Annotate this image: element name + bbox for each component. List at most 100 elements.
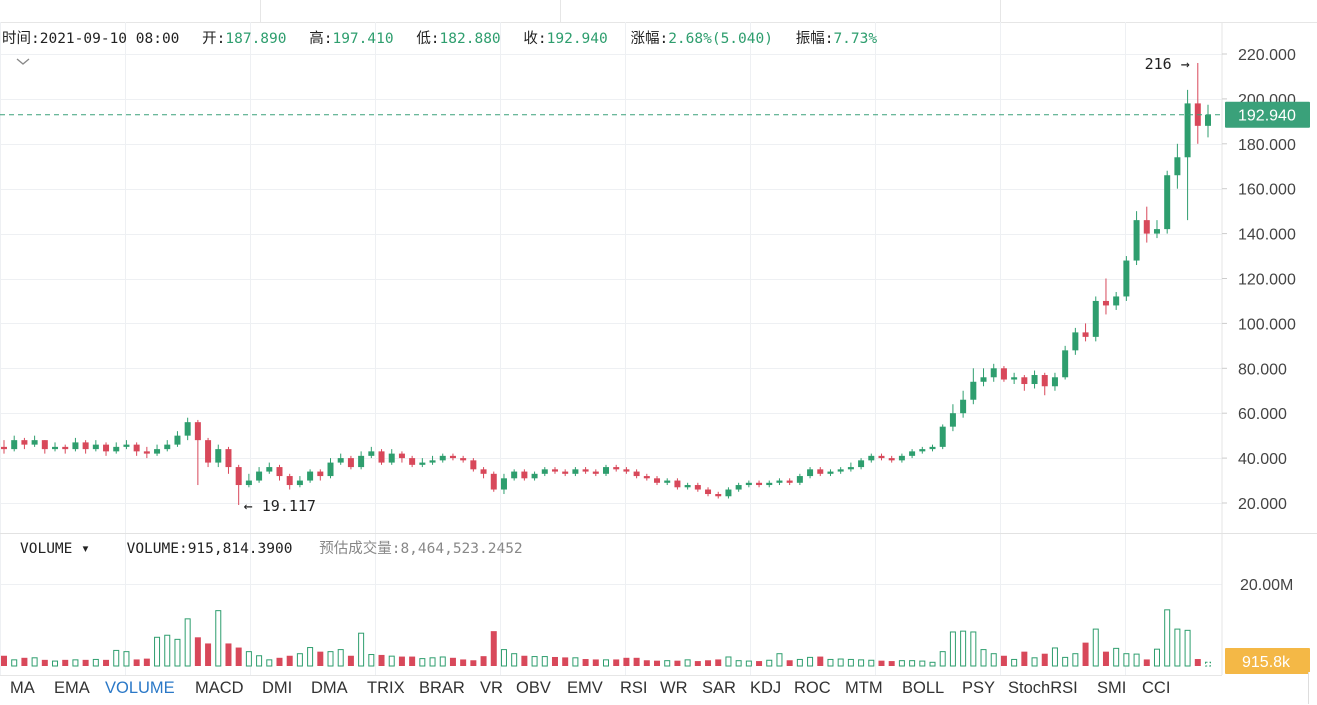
indicator-tab-vr[interactable]: VR	[480, 679, 503, 697]
indicator-tab-trix[interactable]: TRIX	[367, 679, 405, 697]
candle-body	[184, 422, 191, 436]
candle	[398, 451, 405, 463]
chevron-down-icon	[16, 58, 30, 65]
volume-bar	[215, 610, 222, 667]
volume-bar	[572, 657, 579, 667]
scrollbar-edge[interactable]	[1308, 672, 1317, 704]
candle	[1051, 372, 1058, 391]
indicator-tab-brar[interactable]: BRAR	[419, 679, 465, 697]
volume-bar	[776, 653, 783, 667]
candle	[1011, 372, 1018, 385]
candle	[786, 478, 793, 486]
indicator-tab-ema[interactable]: EMA	[54, 679, 90, 697]
indicator-tab-psy[interactable]: PSY	[962, 679, 996, 697]
volume-axis: 20.00M 915.8k	[1225, 577, 1310, 674]
candle-body	[562, 471, 569, 474]
indicator-tab-sar[interactable]: SAR	[702, 679, 736, 697]
volume-bar	[378, 654, 385, 666]
time-value: 2021-09-10 08:00	[39, 31, 180, 47]
volume-bar	[888, 661, 895, 666]
indicator-tab-mtm[interactable]: MTM	[845, 679, 883, 697]
candle	[949, 404, 956, 432]
candle	[654, 476, 661, 486]
volume-bar	[470, 660, 477, 666]
estimated-volume-label: 预估成交量:	[319, 541, 401, 557]
indicator-tab-roc[interactable]: ROC	[794, 679, 831, 697]
candle-body	[286, 476, 293, 486]
indicator-tab-boll[interactable]: BOLL	[902, 679, 945, 697]
volume-bar	[1072, 653, 1079, 667]
volume-bar	[970, 631, 977, 667]
volume-bar	[1133, 653, 1140, 667]
candle	[531, 471, 538, 481]
candle	[1205, 104, 1211, 138]
candle-body	[551, 469, 558, 472]
volume-bar	[123, 651, 130, 667]
indicator-tab-ma[interactable]: MA	[10, 679, 35, 697]
candle	[694, 482, 701, 492]
candle	[807, 467, 814, 479]
candle	[205, 437, 212, 468]
close-value: 192.940	[546, 31, 608, 47]
amplitude-value: 7.73%	[833, 31, 878, 47]
candle	[1021, 375, 1028, 391]
volume-bar	[674, 660, 681, 666]
volume-bar	[909, 660, 916, 667]
candle	[633, 469, 640, 479]
volume-bar	[174, 638, 181, 667]
candle	[868, 453, 875, 463]
indicator-tab-emv[interactable]: EMV	[567, 679, 603, 697]
toolbar-separator	[260, 0, 261, 22]
volume-bar	[429, 657, 436, 667]
volume-bar	[715, 659, 722, 666]
toolbar-separator	[1000, 0, 1001, 22]
candle-body	[1143, 220, 1150, 234]
volume-bar	[1194, 659, 1201, 666]
candle-body	[429, 460, 436, 463]
volume-indicator-dropdown[interactable]: VOLUME ▾	[20, 541, 90, 557]
candle	[837, 467, 844, 474]
indicator-tab-obv[interactable]: OBV	[516, 679, 551, 697]
volume-bars	[1, 609, 1211, 667]
indicator-tab-kdj[interactable]: KDJ	[750, 679, 782, 697]
candle-body	[511, 471, 518, 479]
price-tick-label: 100.000	[1238, 316, 1296, 333]
candle	[337, 453, 344, 465]
volume-bar	[766, 659, 773, 667]
indicator-tab-dma[interactable]: DMA	[311, 679, 348, 697]
indicator-tab-smi[interactable]: SMI	[1097, 679, 1127, 697]
candle-body	[62, 446, 69, 450]
volume-bar	[133, 659, 140, 666]
volume-bar	[296, 653, 303, 667]
candle	[1072, 327, 1079, 355]
candle-body	[939, 426, 946, 447]
candle-body	[470, 460, 477, 470]
candle	[82, 440, 89, 454]
collapse-legend-button[interactable]	[14, 54, 32, 70]
candle	[123, 440, 130, 450]
candle	[235, 464, 242, 505]
indicator-tab-wr[interactable]: WR	[660, 679, 688, 697]
indicator-tab-volume[interactable]: VOLUME	[105, 679, 175, 697]
candle-body	[1123, 260, 1130, 297]
candle	[52, 442, 59, 452]
price-tick-label: 180.000	[1238, 137, 1296, 154]
candle	[327, 458, 334, 479]
candle-body	[174, 435, 181, 445]
indicator-tab-rsi[interactable]: RSI	[620, 679, 648, 697]
candle	[970, 368, 977, 405]
indicator-tab-macd[interactable]: MACD	[195, 679, 244, 697]
candle-body	[1133, 220, 1140, 261]
candle-body	[245, 480, 252, 486]
candle	[572, 467, 579, 477]
indicator-tab-dmi[interactable]: DMI	[262, 679, 293, 697]
candle	[1102, 278, 1109, 315]
candle	[490, 471, 497, 492]
candle	[11, 435, 18, 452]
volume-bar	[52, 660, 59, 667]
indicator-tab-cci[interactable]: CCI	[1142, 679, 1171, 697]
high-label: 高:	[309, 31, 333, 47]
candle	[939, 424, 946, 450]
indicator-tab-stochrsi[interactable]: StochRSI	[1008, 679, 1078, 697]
